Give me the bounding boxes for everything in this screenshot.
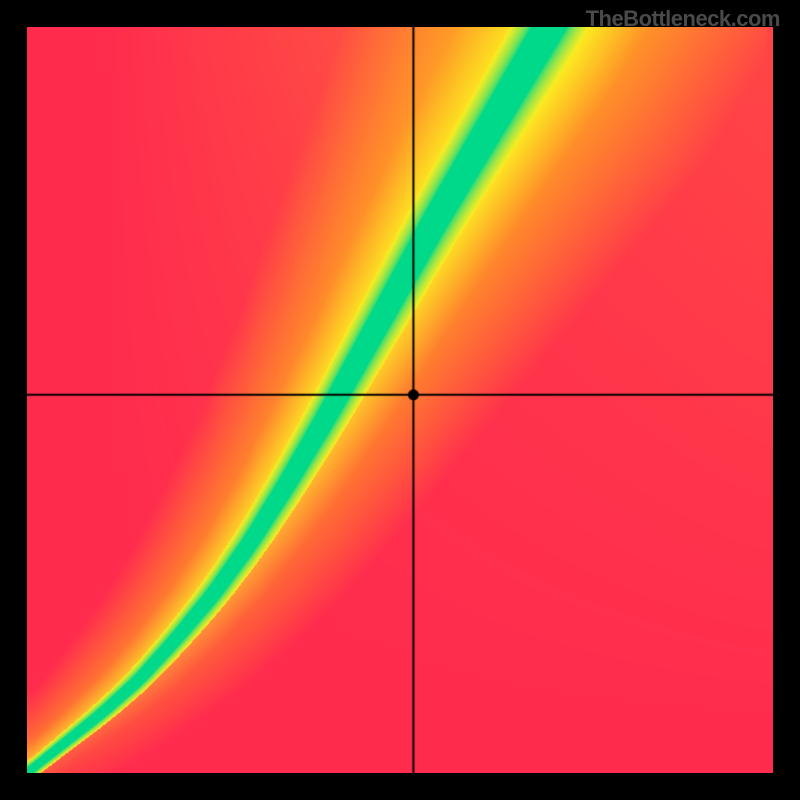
watermark-text: TheBottleneck.com [586,6,780,32]
chart-container: TheBottleneck.com [0,0,800,800]
bottleneck-heatmap [27,27,773,773]
